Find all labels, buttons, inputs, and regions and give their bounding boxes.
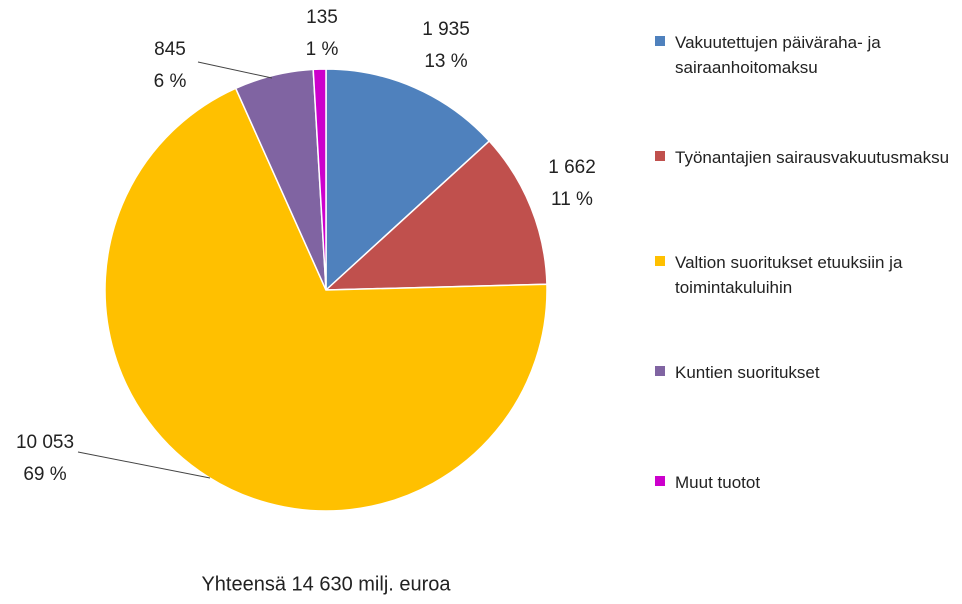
legend-label: Kuntien suoritukset [675,363,820,382]
leader-line [197,61,273,79]
percent-label: 6 % [154,71,187,92]
legend-label: Muut tuotot [675,473,761,492]
legend-swatch [655,476,665,486]
legend-label: Työnantajien sairausvakuutusmaksu [675,148,950,167]
legend-label: Vakuutettujen päiväraha- ja sairaanhoito… [675,33,881,77]
pie-slice [324,139,548,291]
value-label: 1 662 [548,157,596,178]
leader-line [77,451,211,479]
legend-item: Muut tuotot [655,470,960,495]
value-label: 1 935 [422,19,470,40]
legend-item: Vakuutettujen päiväraha- ja sairaanhoito… [655,30,960,80]
percent-label: 69 % [23,464,66,485]
pie-slice [325,68,491,292]
legend-label: Valtion suoritukset etuuksiin ja toimint… [675,253,903,297]
legend-item: Valtion suoritukset etuuksiin ja toimint… [655,250,960,300]
percent-label: 11 % [551,189,593,210]
legend-item: Työnantajien sairausvakuutusmaksu [655,145,960,170]
legend-swatch [655,36,665,46]
chart-title: Yhteensä 14 630 milj. euroa [201,573,451,595]
value-label: 845 [154,39,186,60]
percent-label: 1 % [306,39,339,60]
pie-slice [104,87,548,512]
legend-item: Kuntien suoritukset [655,360,960,385]
percent-label: 13 % [424,51,467,72]
legend-swatch [655,256,665,266]
pie-slice [312,68,327,291]
legend-swatch [655,366,665,376]
value-label: 135 [306,7,338,28]
legend-swatch [655,151,665,161]
value-label: 10 053 [16,432,74,453]
